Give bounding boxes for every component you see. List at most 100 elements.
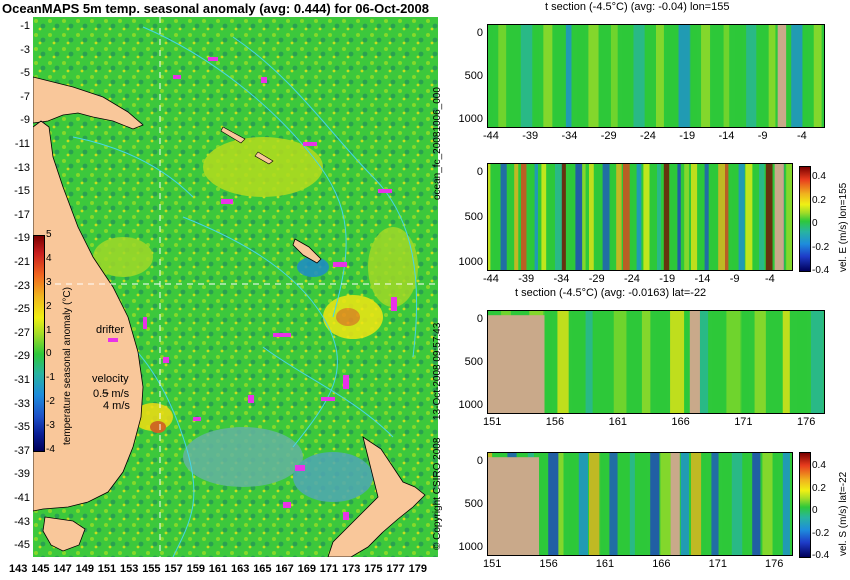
lat-tick-label: -15: [14, 185, 30, 198]
anomaly-blobs: [93, 137, 418, 502]
section-stripe: [585, 310, 593, 414]
section-x-tick: 176: [765, 558, 784, 570]
section-stripe: [802, 24, 809, 128]
section-stripe: [745, 163, 753, 271]
section-stripe: [796, 310, 807, 414]
map-plot: [33, 17, 438, 557]
section-stripe: [746, 24, 757, 128]
lat-tick-label: -39: [14, 468, 30, 481]
map-colorbar-tick: 4: [46, 252, 52, 264]
section-plot: [487, 310, 825, 414]
lon-tick-label: 179: [408, 563, 427, 575]
section-y-tick: 500: [464, 356, 483, 368]
section-stripe: [759, 163, 765, 271]
section-stripe: [599, 310, 610, 414]
section-stripe: [786, 163, 793, 271]
section-x-tick: 171: [734, 416, 753, 428]
section-stripe: [613, 310, 627, 414]
section-y-tick: 1000: [458, 399, 483, 411]
velocity-scale: 0.5 m/s: [93, 388, 130, 400]
section-stripe: [768, 310, 783, 414]
lat-tick-label: -7: [20, 90, 30, 103]
section-stripe: [493, 163, 499, 271]
section-plot: [487, 163, 793, 271]
section-stripe: [622, 24, 632, 128]
section-stripe: [677, 163, 681, 271]
section-x-tick: -44: [483, 130, 499, 142]
section-stripe: [731, 452, 744, 556]
section-stripe: [711, 163, 717, 271]
section-panel-lat-vel: [487, 452, 793, 556]
section-stripe: [791, 24, 803, 128]
lon-tick-label: 163: [231, 563, 250, 575]
section-stripe: [772, 163, 776, 271]
lat-tick-label: -37: [14, 444, 30, 457]
section-x-tick: -19: [679, 130, 696, 142]
section-stripe: [742, 452, 749, 556]
section-stripe: [577, 24, 586, 128]
map-colorbar-tick: 5: [46, 229, 52, 240]
section-stripe: [731, 163, 737, 271]
section-stripe: [752, 452, 761, 556]
panel-colorbar-tick: -0.4: [812, 550, 830, 561]
section-stripe: [548, 452, 559, 556]
lon-tick-label: 159: [186, 563, 205, 575]
section-y-tick: 500: [464, 70, 483, 82]
section-stripe: [813, 24, 822, 128]
section-plot: [487, 24, 825, 128]
panel1-title: t section (-4.5°C) (avg: -0.04) lon=155: [545, 1, 730, 13]
section-stripe: [487, 24, 493, 128]
section-stripe: [684, 163, 689, 271]
section-stripe: [602, 163, 611, 271]
section-stripe: [599, 24, 613, 128]
section-stripe: [754, 310, 766, 414]
section-stripe: [660, 452, 672, 556]
map-colorbar-tick: -3: [46, 420, 55, 432]
panel2-side-label: vel. E (m/s) lon=155: [838, 182, 849, 272]
lat-tick-label: -1: [20, 20, 30, 32]
map-colorbar-tick: -1: [46, 372, 55, 384]
forecast-id-label: ocean_fc_20081006_000: [432, 87, 443, 200]
lat-tick-label: -9: [20, 114, 30, 127]
section-stripe: [810, 310, 824, 414]
section-stripe: [514, 163, 519, 271]
map-colorbar-tick: -4: [46, 444, 55, 455]
section-stripe: [507, 163, 515, 271]
lat-tick-label: -33: [14, 397, 30, 410]
map-colorbar-tick: 3: [46, 276, 52, 288]
lat-tick-label: -3: [20, 43, 30, 56]
section-stripe: [701, 452, 707, 556]
section-y-tick: 0: [476, 27, 483, 39]
section-stripe: [684, 310, 692, 414]
section-land: [670, 452, 680, 556]
section-y-tick: 1000: [458, 541, 483, 553]
section-stripe: [691, 452, 702, 556]
velocity-legend-label: velocity: [92, 373, 129, 385]
map-colorbar-tick: -2: [46, 396, 55, 408]
lat-tick-label: -21: [14, 256, 30, 268]
map-colorbar: [33, 235, 45, 452]
land-australia: [33, 120, 144, 512]
section-x-tick: -14: [694, 273, 711, 285]
panel-colorbar-tick: 0.4: [812, 460, 826, 471]
section-stripe: [609, 163, 614, 271]
lon-tick-label: 169: [297, 563, 316, 575]
map-colorbar-tick: 1: [46, 324, 52, 336]
section-stripe: [595, 163, 602, 271]
section-x-tick: 176: [797, 416, 816, 428]
map-colorbar-tick: 0: [46, 348, 52, 360]
section-stripe: [752, 163, 757, 271]
section-stripe: [782, 310, 790, 414]
section-stripe: [697, 163, 706, 271]
section-stripe: [657, 163, 662, 271]
section-y-tick: 500: [464, 498, 483, 510]
section-x-tick: 156: [545, 416, 565, 428]
copyright-label: © Copyright CSIRO 2008: [432, 437, 443, 550]
section-stripe: [619, 452, 630, 556]
section-stripe: [641, 310, 651, 414]
lon-tick-label: 145: [31, 563, 50, 575]
section-panel-lon-vel: [487, 163, 793, 271]
drifter-legend-mark: [108, 338, 118, 342]
section-stripe: [772, 452, 778, 556]
section-stripe: [532, 24, 539, 128]
